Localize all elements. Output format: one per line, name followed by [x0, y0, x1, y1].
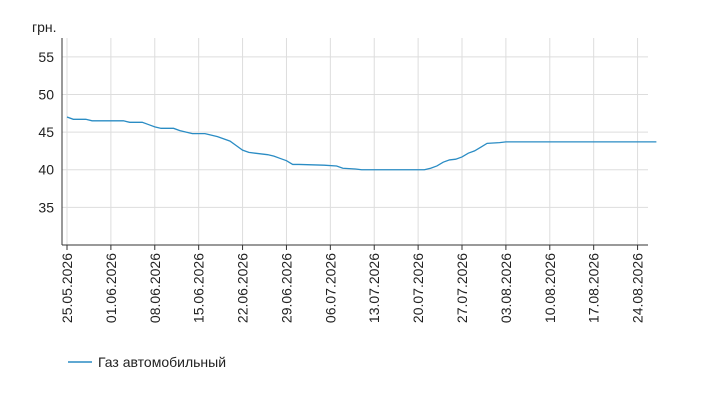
y-tick-label: 35	[38, 199, 54, 215]
x-tick-label: 06.07.2026	[322, 253, 338, 323]
y-tick-label: 55	[38, 49, 54, 65]
y-tick-label: 40	[38, 162, 54, 178]
line	[66, 116, 657, 171]
x-tick-label: 17.08.2026	[586, 253, 602, 323]
x-tick-label: 20.07.2026	[410, 253, 426, 323]
x-tick-label: 29.06.2026	[278, 253, 294, 323]
x-tick-label: 15.06.2026	[191, 253, 207, 323]
legend-label: Газ автомобильный	[98, 354, 226, 370]
x-tick-label: 01.06.2026	[103, 253, 119, 323]
x-tick-label: 24.08.2026	[630, 253, 646, 323]
x-tick-label: 22.06.2026	[235, 253, 251, 323]
x-tick-label: 25.05.2026	[59, 253, 75, 323]
x-tick-label: 27.07.2026	[454, 253, 470, 323]
x-tick-label: 10.08.2026	[542, 253, 558, 323]
x-tick-label: 08.06.2026	[147, 253, 163, 323]
x-tick-label: 03.08.2026	[498, 253, 514, 323]
y-tick-label: 50	[38, 86, 54, 102]
x-tick-label: 13.07.2026	[366, 253, 382, 323]
y-axis-label: грн.	[32, 19, 57, 35]
y-tick-label: 45	[38, 124, 54, 140]
